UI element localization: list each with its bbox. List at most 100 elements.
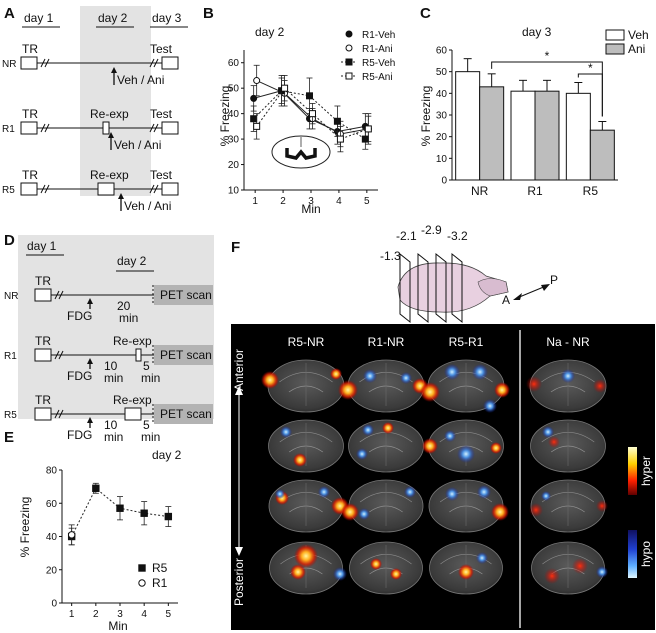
d-arrow-head (87, 417, 93, 423)
d-time-20: 20 (117, 299, 131, 313)
hypo-activation-blob (472, 364, 488, 380)
c-bar-nr-veh (455, 71, 481, 181)
hypo-activation-blob (457, 445, 475, 463)
coronal-planes (399, 252, 463, 324)
e-point-r1 (67, 531, 76, 539)
hyper-activation-blob (593, 379, 607, 393)
hyper-label: hyper (639, 456, 653, 486)
e-ylabel: % Freezing (18, 497, 32, 558)
brain-section-icon (271, 135, 331, 169)
d-pet-label: PET scan (160, 348, 212, 362)
panel-letter-d: D (4, 232, 15, 249)
b-point-r5-ani (281, 84, 289, 92)
a-break1-a (40, 58, 46, 68)
a-treatment-label: Veh / Ani (124, 199, 171, 213)
a-arrow-head (111, 67, 117, 73)
a-tr-label: TR (22, 42, 38, 56)
d-tr-label: TR (35, 274, 51, 288)
hyper-activation-blob (526, 376, 542, 392)
y-tick-label: 50 (228, 84, 240, 95)
hypo-activation-blob (404, 486, 416, 498)
d-arrow-head (87, 358, 93, 364)
a-day2-label: day 2 (98, 11, 128, 25)
a-protocol-rows: NR TR Test Veh / Ani R1 TR Test Re-exp Veh / Ani… (2, 42, 179, 213)
hypo-activation-blob (476, 552, 488, 564)
b-point-r5-veh (361, 135, 369, 143)
b-legend-marker (345, 58, 353, 66)
hyper-activation-blob (422, 438, 438, 454)
a-test-box (161, 121, 179, 135)
c-plot-area: 0 10 20 30 40 50 60 NR R1 R5 * * (436, 46, 618, 198)
panel-e: E day 2 % Freezing Min 0 20 40 60 80 1 2 3 4 5 R5… (4, 429, 182, 633)
a-break2-b (153, 58, 159, 68)
coord-2: -2.1 (396, 229, 417, 243)
a-break2-b (153, 184, 159, 194)
d-time-5-unit: min (141, 430, 160, 444)
d-day1-label: day 1 (27, 239, 57, 253)
b-legend-label: R5-Veh (362, 58, 395, 69)
y-tick-label: 60 (436, 46, 448, 57)
hypo-activation-blob (363, 369, 377, 383)
b-point-r5-veh (306, 92, 313, 100)
panel-b: B day 2 % Freezing Min 10 20 30 40 50 60 1 2 3 4 5… (203, 5, 395, 216)
brain-section-grid (261, 359, 608, 595)
d-tr-label: TR (35, 393, 51, 407)
hyper-activation-blob (596, 500, 608, 512)
c-legend-swatch (605, 43, 625, 55)
x-tick-label: 2 (280, 196, 286, 207)
b-series-line-r5-veh (253, 90, 366, 140)
c-bar-r5-veh (565, 92, 591, 181)
c-sig-star: * (545, 49, 550, 63)
hypo-activation-blob (280, 426, 292, 438)
d-break-b (58, 409, 64, 419)
hypo-activation-blob (333, 567, 347, 581)
a-treatment-label: Veh / Ani (117, 73, 164, 87)
x-tick-label: 4 (336, 196, 342, 207)
c-bar-nr-ani (479, 86, 505, 181)
b-title: day 2 (255, 25, 285, 39)
panel-letter-b: B (203, 5, 214, 22)
arrow-down (235, 547, 243, 556)
coord-1: -1.3 (380, 249, 401, 263)
d-time-10-unit: min (104, 430, 123, 444)
d-reexp-box (124, 407, 142, 421)
hyper-activation-blob (370, 558, 382, 570)
panel-c: C day 3 % Freezing 0 10 20 30 40 50 60 NR R1 R5 * *… (419, 5, 649, 198)
arrowhead-a (513, 293, 522, 300)
c-category-label: NR (471, 184, 489, 198)
ap-axis-line (516, 285, 547, 299)
b-xlabel: Min (301, 202, 320, 216)
hyper-activation-blob (330, 368, 342, 380)
hyper-activation-blob (494, 382, 510, 398)
e-point-r5 (140, 509, 148, 517)
a-reexp-label: Re-exp (90, 168, 129, 182)
a-arrow-head (118, 193, 124, 199)
d-fdg-label: FDG (67, 309, 92, 323)
hypo-activation-blob (541, 491, 551, 501)
b-legend-marker (345, 72, 353, 80)
x-tick-label: 3 (117, 609, 123, 620)
d-time-10: 10 (104, 418, 118, 432)
d-arrow-head (87, 298, 93, 304)
coord-4: -3.2 (447, 229, 468, 243)
e-legend-label: R5 (152, 561, 168, 575)
e-legend-marker (138, 579, 146, 587)
c-category-label: R1 (527, 184, 543, 198)
a-reexp-box (102, 121, 110, 135)
d-tr-box (34, 288, 52, 302)
side-label-anterior: Anterior (232, 349, 246, 391)
y-tick-label: 40 (46, 532, 58, 543)
panel-letter-c: C (420, 5, 431, 22)
y-tick-label: 20 (228, 160, 240, 171)
c-bar-r1-veh (510, 90, 536, 181)
hyper-activation-blob (420, 382, 440, 402)
hyper-colorbar (628, 447, 637, 495)
d-time-20-unit: min (119, 311, 138, 325)
d-pet-box (154, 345, 213, 365)
hyper-activation-blob (544, 568, 560, 584)
hyper-activation-blob (293, 453, 307, 467)
b-point-r1-veh (250, 94, 258, 102)
axis-a-label: A (502, 293, 510, 307)
